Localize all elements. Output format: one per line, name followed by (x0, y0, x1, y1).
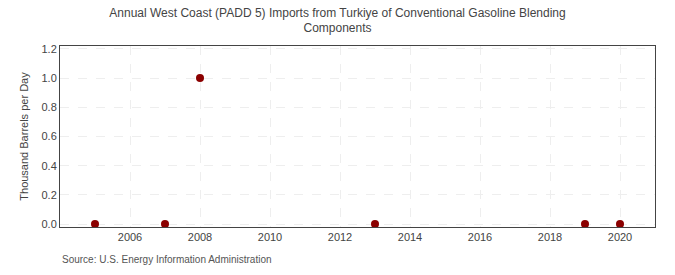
svg-text:2018: 2018 (538, 231, 562, 243)
svg-text:1.0: 1.0 (42, 72, 57, 84)
svg-text:0.8: 0.8 (42, 101, 57, 113)
svg-text:2014: 2014 (398, 231, 422, 243)
svg-text:0.0: 0.0 (42, 218, 57, 230)
svg-text:0.6: 0.6 (42, 130, 57, 142)
svg-text:2008: 2008 (188, 231, 212, 243)
svg-text:2012: 2012 (328, 231, 352, 243)
svg-text:Source: U.S. Energy Informatio: Source: U.S. Energy Information Administ… (62, 254, 272, 265)
svg-text:Thousand Barrels per Day: Thousand Barrels per Day (18, 72, 30, 201)
svg-text:2010: 2010 (258, 231, 282, 243)
svg-text:2016: 2016 (468, 231, 492, 243)
svg-text:0.4: 0.4 (42, 160, 57, 172)
svg-text:Annual West Coast (PADD 5) Imp: Annual West Coast (PADD 5) Imports from … (109, 6, 565, 36)
svg-text:0.2: 0.2 (42, 189, 57, 201)
svg-text:1.2: 1.2 (42, 43, 57, 55)
svg-text:2020: 2020 (608, 231, 632, 243)
svg-text:2006: 2006 (118, 231, 142, 243)
